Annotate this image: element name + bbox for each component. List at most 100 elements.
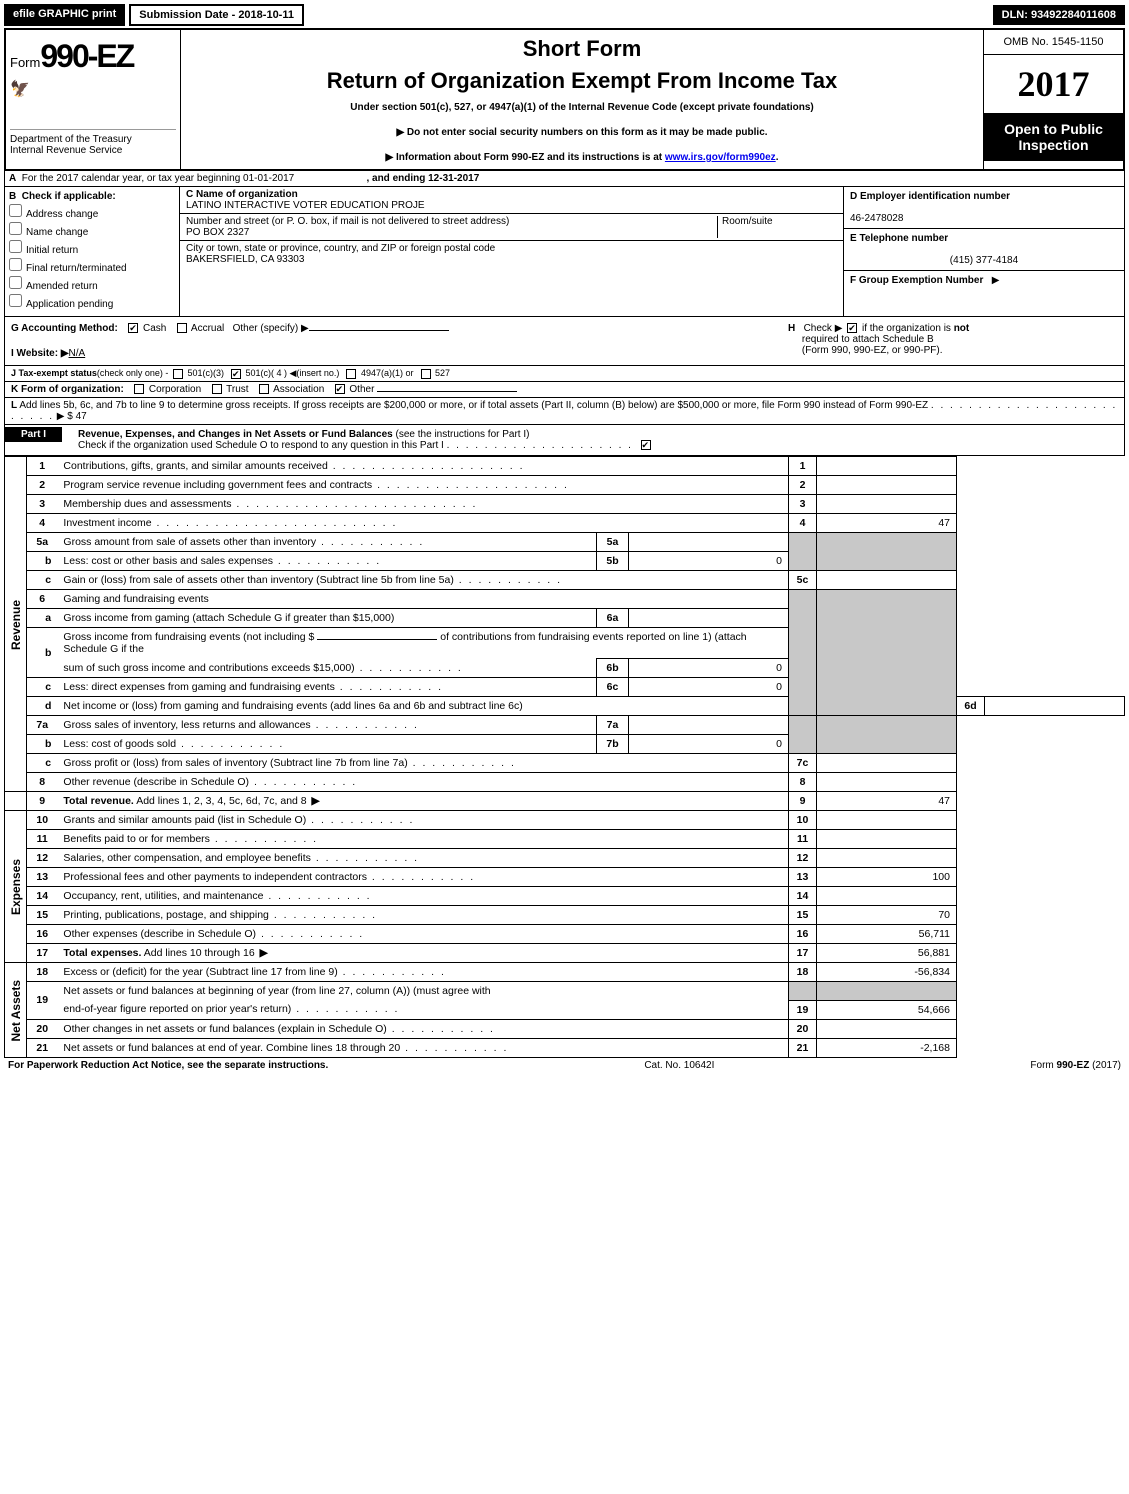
city-label: City or town, state or province, country… [186, 243, 495, 254]
omb-number: OMB No. 1545-1150 [984, 30, 1123, 55]
cb-initial-return[interactable]: Initial return [9, 240, 175, 256]
cb-amended[interactable]: Amended return [9, 276, 175, 292]
checkbox-name[interactable] [9, 222, 22, 235]
line-no: 5a [27, 533, 58, 552]
checkbox-amended[interactable] [9, 276, 22, 289]
line-no: 7a [27, 716, 58, 735]
checkbox-other-org[interactable] [335, 384, 345, 394]
ein-value: 46-2478028 [850, 213, 903, 224]
mid-no: 6a [597, 609, 629, 628]
opt-final-return: Final return/terminated [26, 263, 127, 274]
cb-address-change[interactable]: Address change [9, 204, 175, 220]
checkbox-association[interactable] [259, 384, 269, 394]
checkbox-4947a1[interactable] [346, 369, 356, 379]
h-not: not [954, 323, 970, 334]
line-no: 14 [27, 887, 58, 906]
checkbox-schedule-o[interactable] [641, 440, 651, 450]
subtitle: Under section 501(c), 527, or 4947(a)(1)… [187, 102, 977, 113]
line-desc-2: end-of-year figure reported on prior yea… [63, 1003, 291, 1015]
mid-val [629, 533, 789, 552]
cb-application-pending[interactable]: Application pending [9, 294, 175, 310]
opt-association: Association [273, 384, 324, 395]
line-desc: Program service revenue including govern… [63, 479, 372, 491]
short-form-title: Short Form [187, 36, 977, 62]
revenue-side-label: Revenue [5, 457, 27, 792]
checkbox-501c3[interactable] [173, 369, 183, 379]
checkbox-527[interactable] [421, 369, 431, 379]
mid-no: 6c [597, 678, 629, 697]
line-no: b [27, 628, 58, 678]
end-val: 56,711 [817, 925, 957, 944]
end-val: -56,834 [817, 963, 957, 982]
mid-no: 5a [597, 533, 629, 552]
end-no: 1 [789, 457, 817, 476]
form-number: Form990-EZ [10, 38, 176, 75]
cb-final-return[interactable]: Final return/terminated [9, 258, 175, 274]
end-no: 9 [789, 792, 817, 811]
page-footer: For Paperwork Reduction Act Notice, see … [4, 1058, 1125, 1073]
end-val [817, 754, 957, 773]
line-no: c [27, 754, 58, 773]
check-only-one: (check only one) - [97, 368, 169, 378]
end-val [817, 457, 957, 476]
end-no: 10 [789, 811, 817, 830]
table-row: 5a Gross amount from sale of assets othe… [5, 533, 1125, 552]
end-no: 5c [789, 571, 817, 590]
table-row: c Gain or (loss) from sale of assets oth… [5, 571, 1125, 590]
end-no: 19 [789, 1000, 817, 1019]
line-desc-2: Add lines 1, 2, 3, 4, 5c, 6d, 7c, and 8 [136, 795, 306, 807]
checkbox-address[interactable] [9, 204, 22, 217]
instructions-link[interactable]: www.irs.gov/form990ez [665, 152, 776, 163]
end-no: 4 [789, 514, 817, 533]
mid-val: 0 [629, 678, 789, 697]
ein-label: D Employer identification number [850, 191, 1010, 202]
opt-pending: Application pending [26, 299, 113, 310]
table-row: 11 Benefits paid to or for members 11 [5, 830, 1125, 849]
line-desc: Other expenses (describe in Schedule O) [63, 928, 256, 940]
section-k: K Form of organization: Corporation Trus… [4, 382, 1125, 398]
instr2-prefix: ▶ Information about Form 990-EZ and its … [386, 152, 665, 163]
checkbox-schedule-b[interactable] [847, 323, 857, 333]
tax-year-end: , and ending 12-31-2017 [366, 173, 479, 184]
dept-treasury: Department of the Treasury [10, 134, 132, 145]
checkbox-accrual[interactable] [177, 323, 187, 333]
line-desc: Other changes in net assets or fund bala… [63, 1023, 386, 1035]
table-row: c Gross profit or (loss) from sales of i… [5, 754, 1125, 773]
line-desc: Net income or (loss) from gaming and fun… [63, 700, 522, 712]
h-check: Check ▶ [804, 323, 843, 334]
end-no: 18 [789, 963, 817, 982]
row-a: A For the 2017 calendar year, or tax yea… [4, 171, 1125, 187]
end-val: 70 [817, 906, 957, 925]
checkbox-cash[interactable] [128, 323, 138, 333]
checkbox-501c[interactable] [231, 369, 241, 379]
opt-other-org: Other [349, 384, 374, 395]
table-row: 12 Salaries, other compensation, and emp… [5, 849, 1125, 868]
checkbox-pending[interactable] [9, 294, 22, 307]
end-val [985, 697, 1125, 716]
end-no: 20 [789, 1019, 817, 1038]
cat-number: Cat. No. 10642I [644, 1060, 714, 1071]
checkbox-corporation[interactable] [134, 384, 144, 394]
table-row: 21 Net assets or fund balances at end of… [5, 1038, 1125, 1057]
checkbox-initial[interactable] [9, 240, 22, 253]
expenses-side-label: Expenses [5, 811, 27, 963]
line-no: 9 [27, 792, 58, 811]
table-row: Expenses 10 Grants and similar amounts p… [5, 811, 1125, 830]
dln-label: DLN: 93492284011608 [993, 5, 1125, 25]
checkbox-final[interactable] [9, 258, 22, 271]
form-990ez: 990-EZ [40, 38, 133, 74]
table-row: Revenue 1 Contributions, gifts, grants, … [5, 457, 1125, 476]
line-no: 10 [27, 811, 58, 830]
table-row: 3 Membership dues and assessments 3 [5, 495, 1125, 514]
line-desc: Net assets or fund balances at beginning… [63, 985, 490, 997]
cb-name-change[interactable]: Name change [9, 222, 175, 238]
line-desc: Less: direct expenses from gaming and fu… [63, 681, 334, 693]
line-no: d [27, 697, 58, 716]
table-row: c Less: direct expenses from gaming and … [5, 678, 1125, 697]
checkbox-trust[interactable] [212, 384, 222, 394]
line-no: c [27, 571, 58, 590]
mid-val: 0 [629, 735, 789, 754]
line-no: 8 [27, 773, 58, 792]
end-val: 47 [817, 514, 957, 533]
line-no: 19 [27, 982, 58, 1020]
